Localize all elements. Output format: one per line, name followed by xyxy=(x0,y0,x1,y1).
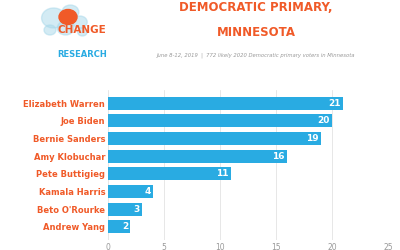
Bar xyxy=(108,185,153,198)
Bar xyxy=(108,97,343,110)
Circle shape xyxy=(62,5,79,19)
Bar xyxy=(108,220,130,233)
Text: 11: 11 xyxy=(216,169,229,178)
Text: MINNESOTA: MINNESOTA xyxy=(216,26,296,39)
Text: 16: 16 xyxy=(272,152,285,161)
Circle shape xyxy=(42,8,66,28)
Text: 3: 3 xyxy=(133,205,139,214)
Bar xyxy=(108,203,142,215)
Text: 20: 20 xyxy=(317,116,330,125)
Bar xyxy=(108,150,287,162)
Text: 4: 4 xyxy=(144,187,150,196)
Circle shape xyxy=(57,21,74,35)
Text: 2: 2 xyxy=(122,222,128,231)
Bar xyxy=(108,168,231,180)
Bar xyxy=(108,132,321,145)
Text: RESEARCH: RESEARCH xyxy=(57,50,107,59)
Circle shape xyxy=(73,16,87,28)
Circle shape xyxy=(44,25,56,35)
Circle shape xyxy=(78,28,87,36)
Text: 19: 19 xyxy=(306,134,318,143)
Text: 21: 21 xyxy=(328,99,341,108)
Text: CHANGE: CHANGE xyxy=(58,25,106,35)
Text: DEMOCRATIC PRIMARY,: DEMOCRATIC PRIMARY, xyxy=(179,1,333,14)
Bar xyxy=(108,114,332,127)
Circle shape xyxy=(59,10,77,24)
Text: June 8-12, 2019  |  772 likely 2020 Democratic primary voters in Minnesota: June 8-12, 2019 | 772 likely 2020 Democr… xyxy=(157,52,355,58)
